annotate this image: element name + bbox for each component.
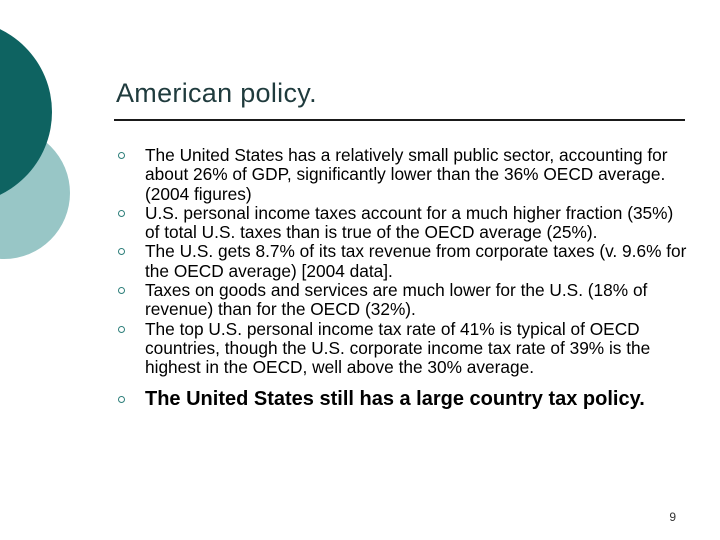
bullet-list: The United States has a relatively small…: [118, 145, 688, 411]
bullet-text: U.S. personal income taxes account for a…: [145, 202, 674, 243]
bullet-icon: [118, 248, 125, 256]
bullet-item: The U.S. gets 8.7% of its tax revenue fr…: [118, 242, 688, 281]
bullet-text: The U.S. gets 8.7% of its tax revenue fr…: [145, 241, 687, 281]
bullet-item-emphasis: The United States still has a large coun…: [118, 388, 688, 411]
bullet-item: Taxes on goods and services are much low…: [118, 280, 688, 320]
page-number: 9: [669, 510, 676, 524]
bullet-text: Taxes on goods and services are much low…: [145, 280, 648, 320]
bullet-text: The United States has a relatively small…: [145, 145, 668, 204]
bullet-text: The top U.S. personal income tax rate of…: [145, 318, 651, 378]
decor-dark-circle: [0, 29, 52, 195]
bullet-item: The United States has a relatively small…: [118, 145, 688, 204]
bullet-icon: [118, 152, 125, 159]
bullet-icon: [118, 209, 125, 217]
bullet-icon: [118, 287, 125, 295]
title-divider: [114, 119, 685, 121]
slide-title: American policy.: [116, 78, 317, 108]
bullet-icon: [118, 325, 125, 333]
bullet-icon: [118, 395, 125, 403]
bullet-item: U.S. personal income taxes account for a…: [118, 202, 688, 243]
decor-light-circle: [0, 127, 70, 259]
decorative-circles: [0, 29, 70, 259]
bullet-text: The United States still has a large coun…: [145, 387, 645, 410]
bullet-item: The top U.S. personal income tax rate of…: [118, 318, 688, 378]
